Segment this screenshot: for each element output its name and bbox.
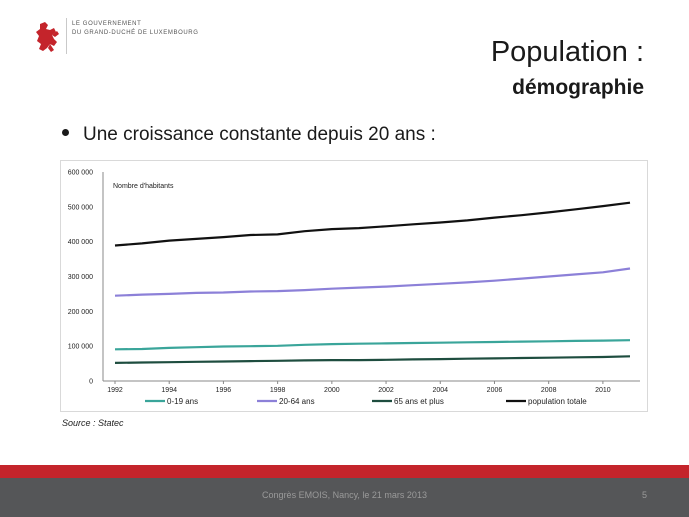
series-line-65-ans-et-plus [114, 355, 631, 364]
legend-label: 65 ans et plus [394, 397, 444, 406]
y-tick-label: 600 000 [68, 170, 93, 177]
legend-label: 20-64 ans [279, 397, 315, 406]
x-tick-label: 2010 [595, 387, 611, 394]
series-line-population-totale [114, 201, 631, 247]
y-tick-label: 300 000 [68, 274, 93, 281]
legend-label: 0-19 ans [167, 397, 198, 406]
footer-text: Congrès EMOIS, Nancy, le 21 mars 2013 [262, 490, 427, 500]
bullet-text: Une croissance constante depuis 20 ans : [83, 124, 436, 145]
chart-title: Nombre d'habitants [113, 183, 174, 190]
x-tick-label: 2004 [432, 387, 448, 394]
logo-divider [66, 18, 67, 54]
y-tick-label: 0 [89, 379, 93, 386]
x-tick-label: 1996 [216, 387, 232, 394]
slide-title: Population : [490, 36, 644, 68]
y-tick-label: 200 000 [68, 309, 93, 316]
x-tick-label: 2008 [541, 387, 557, 394]
x-tick-label: 2000 [324, 387, 340, 394]
footer-band [0, 478, 689, 517]
x-tick-label: 1992 [107, 387, 123, 394]
population-chart: 0 100 000 200 000 300 000 400 000 500 000 600 … [60, 160, 648, 412]
series-line-0-19-ans [114, 339, 631, 351]
chart-svg: 0 100 000 200 000 300 000 400 000 500 000 600 … [60, 160, 648, 412]
source-note: Source : Statec [62, 418, 124, 428]
slide-subtitle: démographie [512, 76, 644, 99]
government-line-1: LE GOUVERNEMENT [72, 21, 142, 27]
x-tick-label: 1994 [161, 387, 177, 394]
y-tick-label: 100 000 [68, 344, 93, 351]
luxembourg-lion-logo [36, 22, 59, 52]
x-tick-label: 1998 [270, 387, 286, 394]
page-number: 5 [641, 490, 647, 500]
legend-label: population totale [528, 397, 587, 406]
government-line-2: DU GRAND-DUCHÉ DE LUXEMBOURG [72, 30, 199, 36]
footer-red-band [0, 465, 689, 478]
y-tick-label: 500 000 [68, 204, 93, 211]
bullet-dot-icon [62, 129, 69, 137]
series-line-20-64-ans [114, 267, 631, 297]
x-tick-label: 2006 [487, 387, 503, 394]
y-tick-label: 400 000 [68, 239, 93, 246]
bullet-point: Une croissance constante depuis 20 ans : [62, 124, 436, 146]
government-name: LE GOUVERNEMENT DU GRAND-DUCHÉ DE LUXEMB… [72, 20, 198, 38]
x-tick-label: 2002 [378, 387, 394, 394]
chart-border [60, 160, 648, 412]
